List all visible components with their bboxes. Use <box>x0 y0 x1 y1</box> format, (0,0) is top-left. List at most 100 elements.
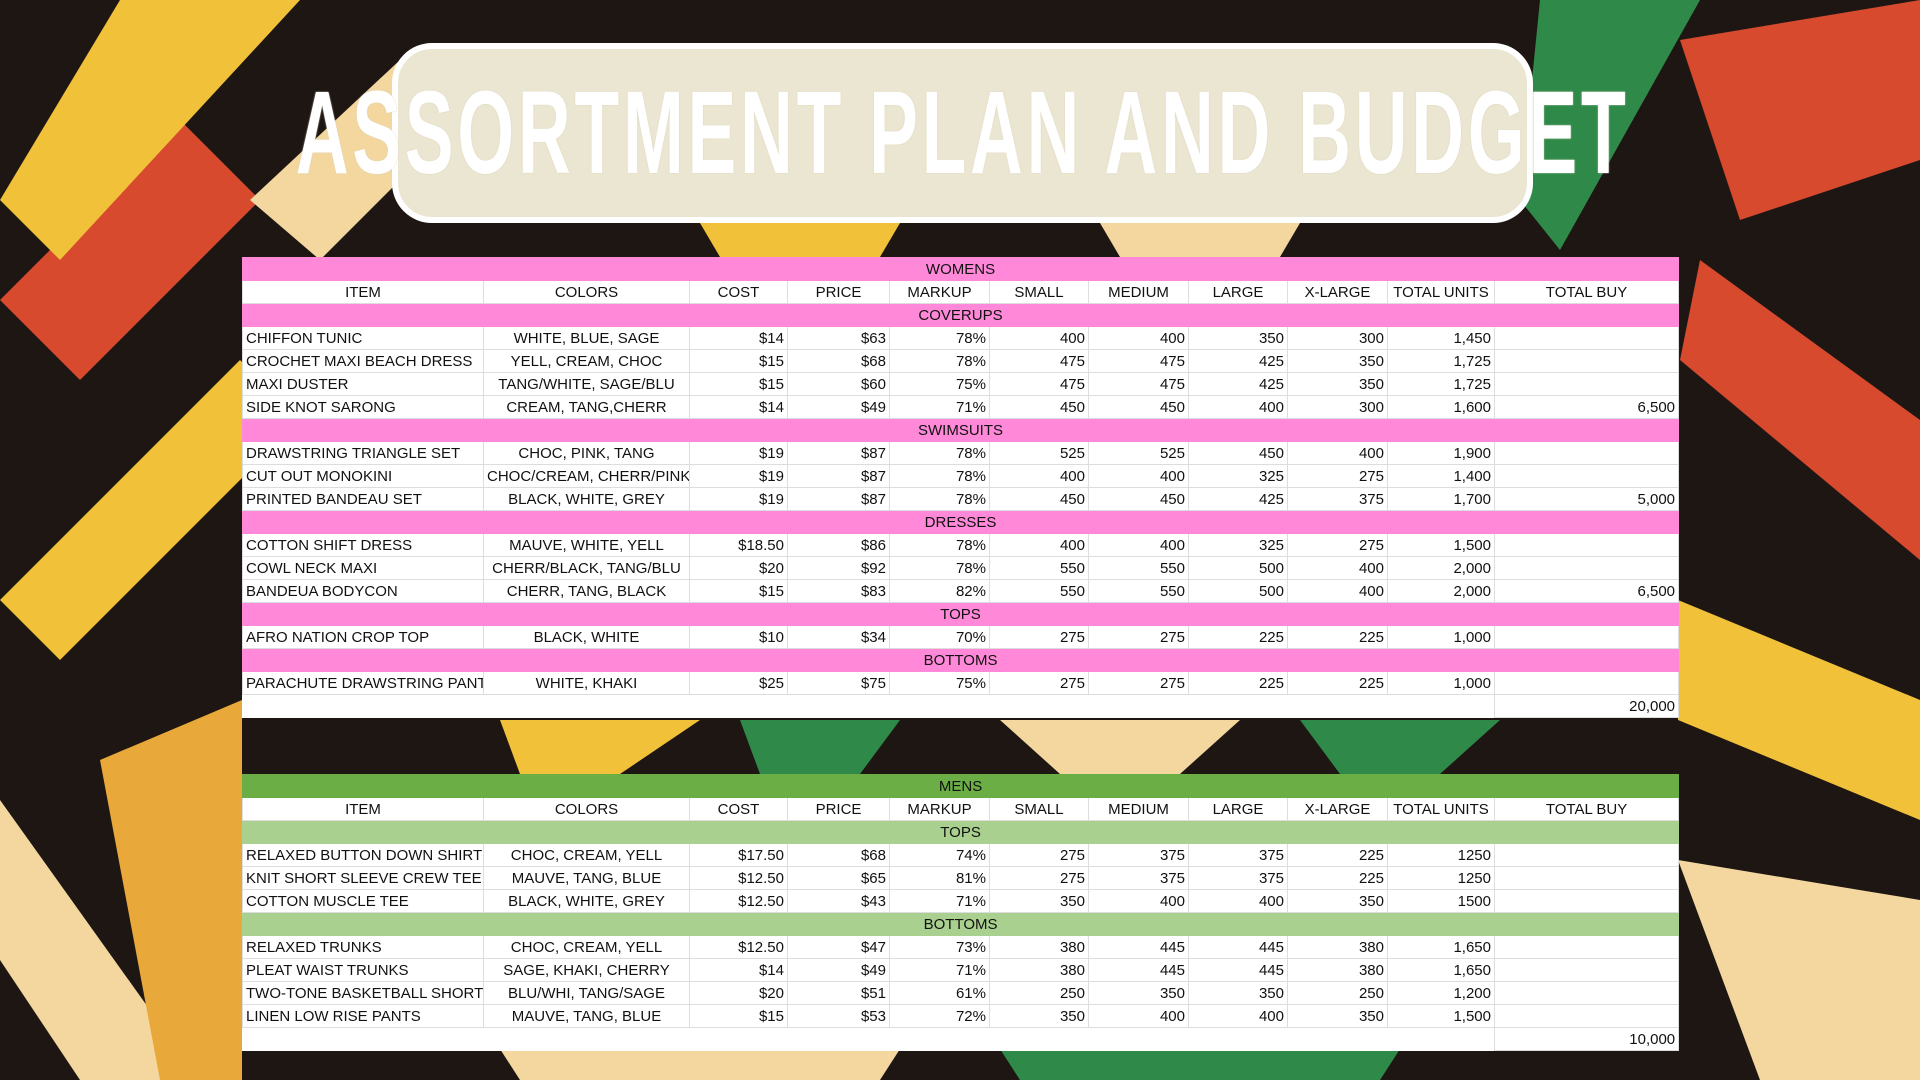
item-row: AFRO NATION CROP TOP BLACK, WHITE $10 $34 70… <box>242 625 1680 649</box>
total-buy <box>1493 372 1680 396</box>
cell: 445 <box>1088 935 1189 959</box>
cell: $17.50 <box>689 843 788 867</box>
cell: $65 <box>787 866 890 890</box>
cell: 445 <box>1088 958 1189 982</box>
cell: 2,000 <box>1387 556 1495 580</box>
cell: 375 <box>1188 866 1288 890</box>
cell: $12.50 <box>689 866 788 890</box>
cell: 500 <box>1188 579 1288 603</box>
cell: 1,500 <box>1387 1004 1495 1028</box>
cell: 400 <box>1088 1004 1189 1028</box>
cell: TANG/WHITE, SAGE/BLU <box>483 372 690 396</box>
item-row: CUT OUT MONOKINI CHOC/CREAM, CHERR/PINK $1… <box>242 464 1680 488</box>
band-row: WOMENS <box>241 257 1680 281</box>
band-label: TOPS <box>241 602 1680 626</box>
cell: COWL NECK MAXI <box>242 556 484 580</box>
cell: 350 <box>989 1004 1089 1028</box>
column-header: X-LARGE <box>1287 280 1388 304</box>
cell: 550 <box>989 579 1089 603</box>
cell: $49 <box>787 958 890 982</box>
cell: CHOC, PINK, TANG <box>483 441 690 465</box>
cell: $15 <box>689 579 788 603</box>
cell: 400 <box>989 533 1089 557</box>
cell: 78% <box>889 326 990 350</box>
cell: 71% <box>889 958 990 982</box>
cell: 425 <box>1188 349 1288 373</box>
cell: 400 <box>1287 556 1388 580</box>
total-buy <box>1493 464 1680 488</box>
cell: 450 <box>1088 487 1189 511</box>
cell: $25 <box>689 671 788 695</box>
cell: 72% <box>889 1004 990 1028</box>
cell: YELL, CREAM, CHOC <box>483 349 690 373</box>
column-header: TOTAL UNITS <box>1387 797 1495 821</box>
cell: 1,500 <box>1387 533 1495 557</box>
total-buy <box>1493 1004 1680 1028</box>
cell: 275 <box>989 843 1089 867</box>
cell: 225 <box>1287 625 1388 649</box>
cell: $15 <box>689 349 788 373</box>
cell: CHERR/BLACK, TANG/BLU <box>483 556 690 580</box>
cell: WHITE, BLUE, SAGE <box>483 326 690 350</box>
cell: 1,600 <box>1387 395 1495 419</box>
cell: 525 <box>1088 441 1189 465</box>
total-buy <box>1493 981 1680 1005</box>
cell: 1,400 <box>1387 464 1495 488</box>
column-header: TOTAL BUY <box>1493 797 1680 821</box>
cell: 400 <box>1188 889 1288 913</box>
cell: 500 <box>1188 556 1288 580</box>
column-header: MARKUP <box>889 797 990 821</box>
cell: 1500 <box>1387 889 1495 913</box>
cell: $86 <box>787 533 890 557</box>
cell: 550 <box>1088 579 1189 603</box>
cell: 325 <box>1188 533 1288 557</box>
cell: 71% <box>889 889 990 913</box>
band-label: COVERUPS <box>241 303 1680 327</box>
band-row: SWIMSUITS <box>241 418 1680 442</box>
cell: MAXI DUSTER <box>242 372 484 396</box>
cell: PLEAT WAIST TRUNKS <box>242 958 484 982</box>
header-row: ITEM COLORS COST PRICE MARKUP SMALL MEDIUM LARG… <box>242 797 1680 821</box>
cell: $60 <box>787 372 890 396</box>
cell: 325 <box>1188 464 1288 488</box>
column-header: TOTAL UNITS <box>1387 280 1495 304</box>
cell: 400 <box>1088 533 1189 557</box>
cell <box>243 1028 484 1051</box>
cell: 350 <box>1287 1004 1388 1028</box>
cell: 400 <box>1287 579 1388 603</box>
cell: 1,900 <box>1387 441 1495 465</box>
cell: 375 <box>1287 487 1388 511</box>
cell: KNIT SHORT SLEEVE CREW TEE <box>242 866 484 890</box>
cell <box>990 1028 1089 1051</box>
cell: 78% <box>889 487 990 511</box>
item-row: BANDEUA BODYCON CHERR, TANG, BLACK $15 $83 8… <box>242 579 1680 603</box>
cell: 550 <box>989 556 1089 580</box>
cell: COTTON SHIFT DRESS <box>242 533 484 557</box>
band-row: DRESSES <box>241 510 1680 534</box>
column-header: SMALL <box>989 280 1089 304</box>
total-buy <box>1493 671 1680 695</box>
cell: CHIFFON TUNIC <box>242 326 484 350</box>
cell: 1,725 <box>1387 372 1495 396</box>
cell: 475 <box>1088 349 1189 373</box>
cell <box>990 695 1089 718</box>
cell: CROCHET MAXI BEACH DRESS <box>242 349 484 373</box>
total-buy <box>1493 349 1680 373</box>
item-row: RELAXED TRUNKS CHOC, CREAM, YELL $12.50 $47… <box>242 935 1680 959</box>
cell: 380 <box>1287 958 1388 982</box>
cell: $87 <box>787 464 890 488</box>
cell: 78% <box>889 464 990 488</box>
cell: 1,200 <box>1387 981 1495 1005</box>
womens-table: WOMENS ITEM COLORS COST PRICE MARKUP SMALL MEDI… <box>241 257 1680 718</box>
grand-total: 10,000 <box>1493 1027 1680 1051</box>
column-header: MEDIUM <box>1088 280 1189 304</box>
total-buy <box>1493 326 1680 350</box>
cell: $75 <box>787 671 890 695</box>
cell <box>788 1028 890 1051</box>
cell: 78% <box>889 533 990 557</box>
total-buy <box>1493 958 1680 982</box>
column-header: LARGE <box>1188 797 1288 821</box>
cell: 550 <box>1088 556 1189 580</box>
cell: 1250 <box>1387 866 1495 890</box>
cell: 73% <box>889 935 990 959</box>
